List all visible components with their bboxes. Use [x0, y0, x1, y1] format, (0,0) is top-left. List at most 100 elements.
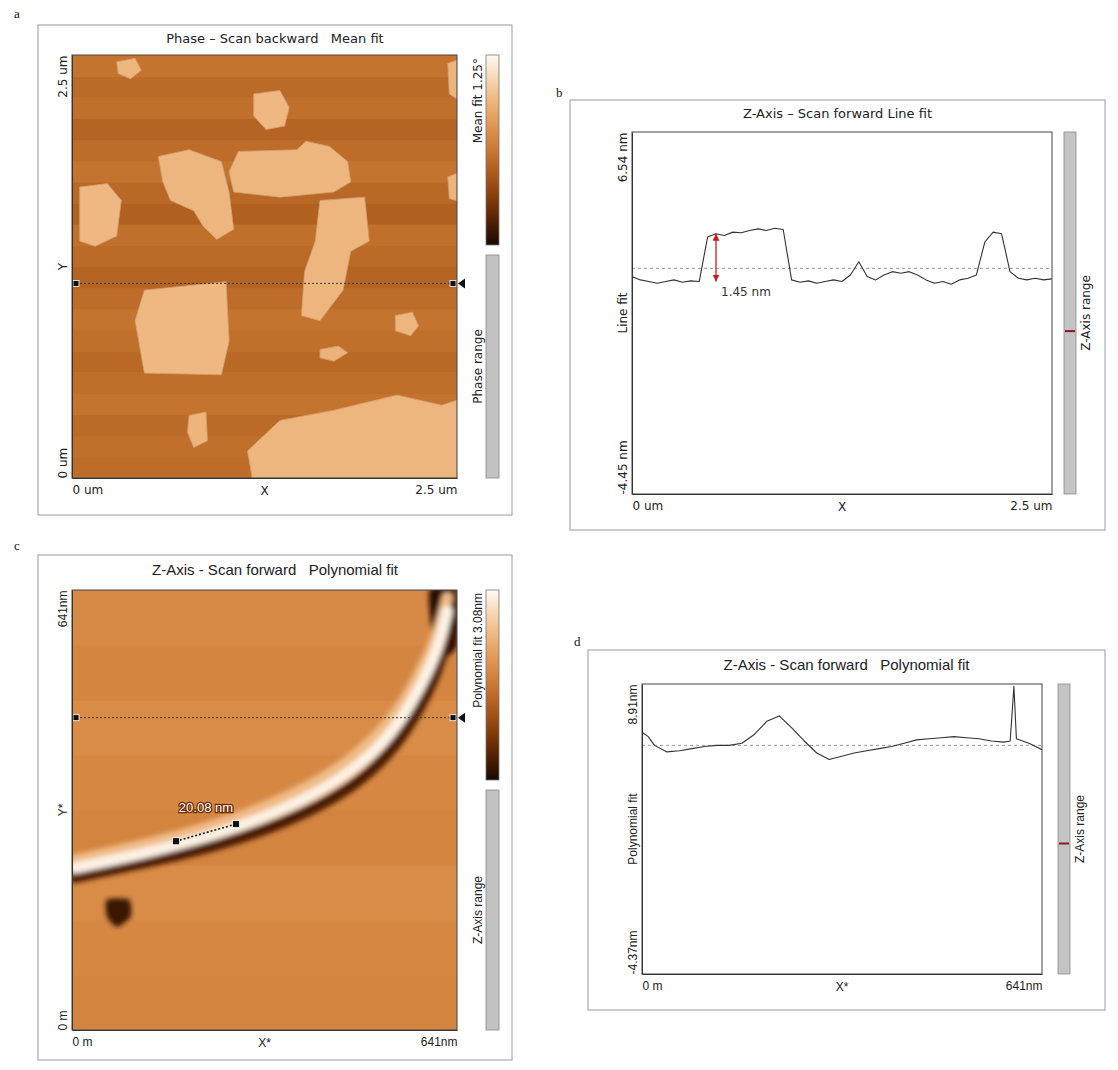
x-tick: 2.5 um [415, 478, 457, 497]
y-tick-label: 6.54 nm [616, 133, 630, 183]
y-tick: 2.5 um [56, 56, 72, 98]
panel-a: a Phase – Scan backward Mean fit 0 um 2.5 u… [14, 6, 512, 515]
background-row [72, 920, 457, 976]
panel-letter: b [556, 85, 563, 100]
background-row [72, 288, 457, 310]
x-tick: 0 m [643, 974, 663, 993]
panel-title: Z-Axis - Scan forward Polynomial fit [724, 656, 971, 673]
panel-d: dZ-Axis - Scan forward Polynomial fit0 m… [574, 634, 1105, 1010]
y-axis-title: Y [56, 262, 70, 271]
panel-title: Phase – Scan backward Mean fit [166, 31, 383, 46]
panel-letter: c [14, 538, 20, 553]
y-tick: 8.91nm [626, 685, 642, 725]
x-tick-label: 2.5 um [1010, 499, 1052, 513]
x-axis-line [633, 494, 1053, 495]
profile [632, 228, 1052, 284]
flake [448, 173, 457, 200]
y-axis: 0 um 2.5 um [56, 56, 73, 479]
x-axis-line [73, 478, 458, 479]
y-axis-line [642, 685, 643, 975]
x-axis-title: X [260, 484, 268, 498]
x-axis-title: X* [258, 1036, 271, 1050]
range-bar-indicator [1059, 843, 1069, 845]
x-tick-label: 0 um [73, 483, 104, 497]
background-row [72, 245, 457, 267]
background-row [72, 590, 457, 646]
y-axis-title: Y* [56, 803, 70, 816]
y-axis-line [72, 56, 73, 479]
x-tick-label: 0 um [633, 499, 664, 513]
background-row [72, 267, 457, 289]
flake [117, 58, 142, 78]
colorbar [486, 55, 499, 245]
y-tick: 0 m [56, 1010, 72, 1030]
flake [320, 346, 348, 361]
range-label: Z-Axis range [1079, 275, 1093, 351]
y-axis-line [72, 591, 73, 1031]
x-tick-label: 641nm [421, 1035, 458, 1049]
y-tick-label: 641nm [56, 591, 70, 628]
y-tick-label: -4.45 nm [616, 440, 630, 494]
measurement-line [176, 824, 236, 841]
x-tick: 2.5 um [1010, 494, 1052, 513]
figure: a Phase – Scan backward Mean fit 0 um 2.5 u… [0, 0, 1118, 1070]
profile-line [72, 283, 457, 284]
panel-letter: a [14, 6, 20, 21]
profile-marker [458, 278, 465, 288]
range-label: Phase range [471, 329, 485, 404]
y-tick: 641nm [56, 591, 72, 628]
background-row [72, 645, 457, 701]
y-axis-title: Line fit [616, 292, 630, 333]
profile-line [72, 717, 457, 718]
plot-area [72, 590, 457, 1030]
colorbar [486, 590, 499, 780]
y-tick-label: 0 m [56, 1010, 70, 1030]
measurement-label: 20.08 nm [179, 800, 233, 815]
background-row [72, 372, 457, 394]
panel-b: bZ-Axis – Scan forward Line fit1.45 nm0 … [556, 85, 1105, 530]
y-tick: -4.45 nm [616, 440, 632, 494]
x-tick: 641nm [421, 1030, 458, 1049]
panel-c: cZ-Axis - Scan forward Polynomial fit20.… [14, 538, 512, 1060]
plot-area [632, 228, 1052, 284]
plot-frame [642, 684, 1042, 974]
y-tick-label: 0 um [56, 448, 70, 479]
x-tick-label: 0 m [73, 1035, 93, 1049]
panel-box [38, 555, 512, 1060]
measurement-end [172, 838, 179, 845]
x-tick: 641nm [1006, 974, 1043, 993]
flake [135, 282, 229, 375]
y-tick-label: 8.91nm [626, 685, 640, 725]
plot-area [642, 686, 1042, 759]
panel-box [38, 25, 512, 515]
profile [642, 686, 1042, 759]
flake [80, 184, 122, 247]
y-axis-line [632, 133, 633, 495]
background-row [72, 203, 457, 225]
plot-frame [72, 590, 457, 1030]
y-axis: 0 m 641nm [56, 591, 73, 1031]
flake [301, 197, 369, 321]
x-tick-label: 0 m [643, 979, 663, 993]
measurement-end [232, 821, 239, 828]
background-row [72, 351, 457, 373]
flake [158, 150, 233, 240]
background-row [72, 224, 457, 246]
x-axis-line [73, 1030, 458, 1031]
range-bar [1058, 684, 1070, 974]
y-axis: 6.54 nm -4.45 nm [616, 133, 633, 495]
pit [106, 899, 132, 928]
x-axis-title: X* [836, 980, 849, 994]
profile-marker [458, 713, 465, 723]
y-tick-label: -4.37nm [626, 930, 640, 974]
range-label: Z-Axis range [471, 876, 485, 944]
range-bar [486, 790, 499, 1030]
x-tick: 0 um [633, 494, 664, 513]
range-bar [486, 255, 499, 478]
surface-features [75, 590, 457, 927]
x-axis-line [643, 974, 1043, 975]
flake [229, 141, 351, 197]
flake [254, 91, 289, 130]
y-tick: 6.54 nm [616, 133, 632, 183]
colorbar-label: Mean fit 1.25° [471, 58, 485, 143]
